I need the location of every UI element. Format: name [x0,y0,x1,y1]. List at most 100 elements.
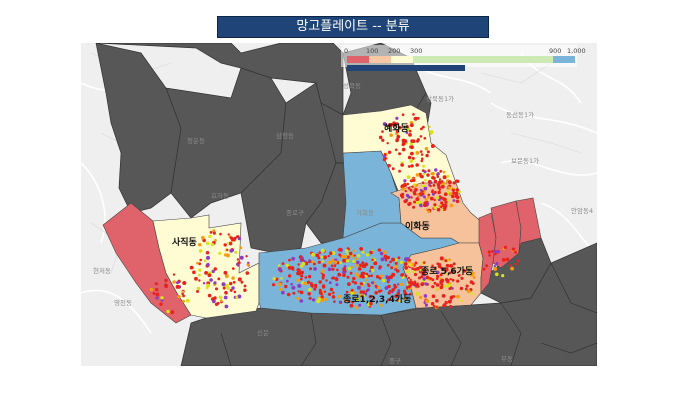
restaurant-marker [401,192,405,196]
restaurant-marker [431,278,435,282]
restaurant-marker [296,271,300,276]
restaurant-marker [362,294,366,297]
district-labels: 혜화동 이화동 사직동 종로 5,6가동 종로1,2,3,4가동 [172,122,473,305]
restaurant-marker [424,282,428,286]
region-changsin-3[interactable] [515,197,542,254]
restaurant-marker [378,135,383,140]
restaurant-marker [182,281,187,285]
restaurant-marker [412,205,416,209]
restaurant-marker [364,274,368,278]
restaurant-marker [385,275,389,278]
restaurant-marker [209,278,213,282]
restaurant-marker [277,264,281,267]
legend-swatch-300-900 [413,56,553,63]
restaurant-marker [314,283,318,287]
restaurant-marker [442,175,447,180]
restaurant-marker [291,256,296,261]
restaurant-marker [210,242,215,247]
restaurant-marker [436,172,440,176]
restaurant-marker [155,296,159,300]
restaurant-marker [313,262,316,266]
restaurant-marker [421,184,425,188]
restaurant-marker [451,270,455,274]
restaurant-marker [209,231,213,234]
restaurant-marker [393,283,397,287]
base-label-cheongun: 청운동 [187,137,205,145]
restaurant-marker [409,145,412,149]
restaurant-marker [342,270,346,274]
restaurant-marker [419,188,423,192]
restaurant-marker [152,292,156,295]
restaurant-marker [411,267,414,270]
restaurant-marker [381,130,384,133]
restaurant-marker [218,295,223,300]
restaurant-marker [419,174,423,178]
restaurant-marker [420,159,424,163]
legend-scale-bar [347,65,465,71]
legend-swatch-900-1000 [553,56,575,63]
restaurant-marker [370,265,374,270]
restaurant-marker [451,188,455,192]
restaurant-marker [382,122,387,126]
restaurant-marker [439,285,444,290]
restaurant-marker [441,184,445,188]
restaurant-marker [170,310,175,315]
restaurant-marker [299,290,304,295]
restaurant-marker [347,300,351,303]
region-changsin-1[interactable] [478,212,497,294]
base-label-dongseon1: 동선동1가 [506,110,534,119]
restaurant-marker [409,188,413,192]
restaurant-marker [387,278,391,282]
restaurant-marker [419,203,423,208]
restaurant-marker [422,164,425,168]
restaurant-marker [172,273,176,276]
restaurant-marker [330,258,335,262]
restaurant-marker [323,290,327,293]
restaurant-marker [194,276,198,281]
choropleth-map[interactable]: 성북동 성북동1가 동선동1가 보문동1가 안암동4 현저동 영천동 청운동 삼… [81,43,597,366]
restaurant-marker [430,302,435,306]
restaurant-marker [415,197,420,202]
restaurant-marker [415,151,420,155]
restaurant-marker [202,282,206,285]
restaurant-marker [149,287,154,292]
restaurant-marker [396,134,401,139]
restaurant-marker [416,116,420,120]
restaurant-marker [380,289,383,292]
restaurant-marker [347,266,352,271]
restaurant-marker [404,257,409,262]
restaurant-marker [399,282,404,287]
restaurant-marker [405,125,409,128]
restaurant-marker [400,163,404,167]
restaurant-marker [392,121,396,125]
restaurant-marker [350,288,354,292]
restaurant-marker [245,255,248,258]
restaurant-marker [456,294,460,299]
restaurant-marker [164,278,168,283]
restaurant-marker [321,273,326,278]
restaurant-marker [403,291,408,296]
restaurant-marker [324,297,328,301]
restaurant-marker [394,261,398,265]
restaurant-marker [395,116,399,120]
restaurant-marker [411,185,414,188]
restaurant-marker [435,306,439,309]
restaurant-marker [374,284,378,288]
restaurant-marker [487,250,491,254]
restaurant-marker [371,268,375,272]
restaurant-marker [485,264,489,268]
restaurant-marker [196,286,201,291]
restaurant-marker [387,163,391,168]
restaurant-marker [460,299,464,303]
restaurant-marker [412,183,416,187]
restaurant-marker [386,263,390,267]
restaurant-marker [352,249,356,253]
restaurant-marker [205,251,210,255]
restaurant-marker [321,260,325,263]
restaurant-marker [206,255,210,260]
restaurant-marker [227,233,230,236]
restaurant-marker [310,281,313,285]
restaurant-marker [367,274,371,278]
map-viewport[interactable]: 성북동 성북동1가 동선동1가 보문동1가 안암동4 현저동 영천동 청운동 삼… [81,43,597,366]
restaurant-marker [442,170,446,174]
